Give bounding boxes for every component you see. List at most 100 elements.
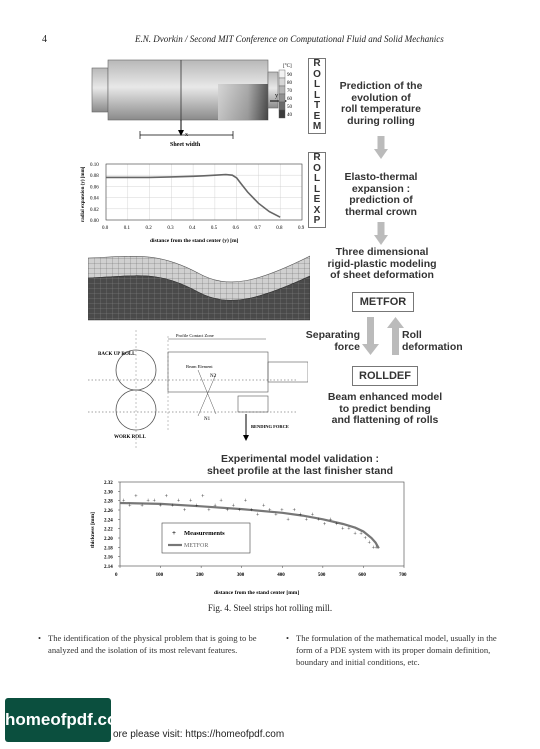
- expansion-series-line: [106, 173, 281, 218]
- roll-deformation-label: Roll deformation: [402, 329, 463, 353]
- measurement-point: +: [262, 503, 266, 509]
- bullet-icon: •: [38, 633, 42, 643]
- measurement-point: +: [341, 527, 345, 533]
- y-tick-label: 0.06: [90, 185, 99, 190]
- y-tick-label: 2.20: [104, 537, 113, 542]
- homeofpdf-logo[interactable]: homeofpdf.com: [5, 698, 133, 742]
- measurement-point: +: [128, 503, 132, 509]
- separating-force-label: Separating force: [305, 329, 360, 353]
- rollexp-description: Elasto-thermal expansion : prediction of…: [344, 171, 418, 218]
- y-tick-label: 2.30: [104, 490, 113, 495]
- x-tick-label: 500: [318, 573, 326, 578]
- body-left-text: The identification of the physical probl…: [48, 633, 257, 655]
- measurement-point: +: [372, 545, 376, 551]
- measurement-point: +: [238, 508, 242, 514]
- validation-title: Experimental model validation : sheet pr…: [206, 453, 394, 477]
- x-tick-label: 0.7: [254, 226, 261, 231]
- x-tick-label: 700: [399, 573, 407, 578]
- measurement-point: +: [122, 499, 126, 505]
- vertical-letter: T: [313, 100, 321, 111]
- measurement-point: +: [299, 513, 303, 519]
- temperature-scale-label: 90: [287, 73, 293, 78]
- node-n1-label: N1: [204, 417, 211, 422]
- y-tick-label: 2.28: [104, 500, 113, 505]
- contact-zone-label: Profile Contact Zone: [176, 333, 214, 338]
- rolldef-box: ROLLDEF: [352, 366, 418, 386]
- temperature-scale-label: 60: [287, 97, 293, 102]
- measurement-point: +: [177, 499, 181, 505]
- y-tick-label: 0.00: [90, 219, 99, 224]
- vertical-letter: L: [313, 79, 321, 90]
- temperature-unit: [°C]: [283, 64, 292, 69]
- x-tick-label: 0.5: [211, 226, 218, 231]
- vertical-letter: E: [313, 110, 321, 122]
- measurement-point: +: [140, 503, 144, 509]
- metfor-box: METFOR: [352, 292, 414, 312]
- expansion-chart: 0.0 0.1 0.2 0.3 0.4 0.5 0.6 0.7 0.8 0.9 0.00 0.02 0…: [81, 163, 305, 244]
- x-tick-label: 0.0: [102, 226, 109, 231]
- x-tick-label: 0.9: [298, 226, 305, 231]
- y-tick-label: 0.04: [90, 197, 99, 202]
- vertical-letter: L: [313, 173, 321, 184]
- x-tick-label: 200: [196, 573, 204, 578]
- y-tick-label: 2.24: [104, 518, 113, 523]
- node-n2-label: N2: [210, 374, 217, 379]
- back-up-roll-label: BACK UP ROLL: [98, 352, 136, 357]
- exchange-arrows-icon: [362, 317, 404, 355]
- y-tick-label: 2.16: [104, 556, 113, 561]
- y-tick-label: 2.22: [104, 528, 113, 533]
- measurement-point: +: [171, 503, 175, 509]
- measurement-point: +: [146, 499, 150, 505]
- validation-legend: [161, 522, 251, 554]
- measurement-point: +: [329, 517, 333, 523]
- measurement-point: +: [213, 503, 217, 509]
- y-tick-label: 0.08: [90, 174, 99, 179]
- beam-element-label: Beam Element: [186, 364, 213, 369]
- page-number: 4: [42, 34, 47, 45]
- validation-chart: 2.14 2.16 2.18 2.20 2.22 2.24 2.26 2.28 2.30 2.32…: [90, 481, 407, 596]
- rolldef-description: Beam enhanced model to predict bending a…: [327, 391, 443, 426]
- measurement-point: +: [347, 527, 351, 533]
- vertical-letter: M: [312, 121, 322, 132]
- x-tick-label: 0: [115, 573, 118, 578]
- measurement-point: +: [368, 541, 372, 547]
- measurement-point: +: [226, 508, 230, 514]
- legend-measurements: Measurements: [184, 530, 225, 537]
- rolldef-schematic: Profile Contact Zone Beam Element N2 N1 …: [88, 330, 308, 448]
- body-right-item: • The formulation of the mathematical mo…: [286, 632, 508, 668]
- rolltem-description: Prediction of the evolution of roll temp…: [339, 80, 423, 127]
- x-tick-label: 0.6: [233, 226, 240, 231]
- legend-metfor: METFOR: [184, 543, 208, 549]
- x-tick-label: 0.2: [146, 226, 153, 231]
- metfor-series-line: [119, 501, 380, 549]
- temperature-scale-label: 50: [287, 105, 293, 110]
- x-tick-label: 600: [358, 573, 366, 578]
- body-left-item: • The identification of the physical pro…: [38, 632, 270, 656]
- measurement-point: +: [274, 513, 278, 519]
- measurement-point: +: [165, 494, 169, 500]
- measurement-point: +: [183, 508, 187, 514]
- x-tick-label: 300: [237, 573, 245, 578]
- measurement-point: +: [189, 499, 193, 505]
- footer-link[interactable]: ore please visit: https://homeofpdf.com: [113, 729, 285, 740]
- measurement-point: +: [201, 494, 205, 500]
- y-tick-label: 0.02: [90, 208, 99, 213]
- measurement-point: +: [353, 531, 357, 537]
- body-right-text: The formulation of the mathematical mode…: [296, 633, 497, 667]
- metfor-mesh-figure: [88, 255, 310, 321]
- flow-arrow-down-icon: [374, 222, 388, 245]
- y-tick-label: 2.32: [104, 481, 113, 486]
- measurement-point: +: [134, 494, 138, 500]
- measurement-point: +: [159, 503, 163, 509]
- y-tick-label: 2.14: [104, 565, 113, 570]
- vertical-letter: O: [313, 68, 321, 80]
- measurement-point: +: [286, 517, 290, 523]
- measurement-point: +: [244, 499, 248, 505]
- vertical-letter: X: [313, 204, 321, 216]
- y-tick-label: 2.18: [104, 546, 113, 551]
- validation-xlabel: distance from the stand center [mm]: [214, 590, 299, 596]
- x-tick-label: 0.3: [167, 226, 174, 231]
